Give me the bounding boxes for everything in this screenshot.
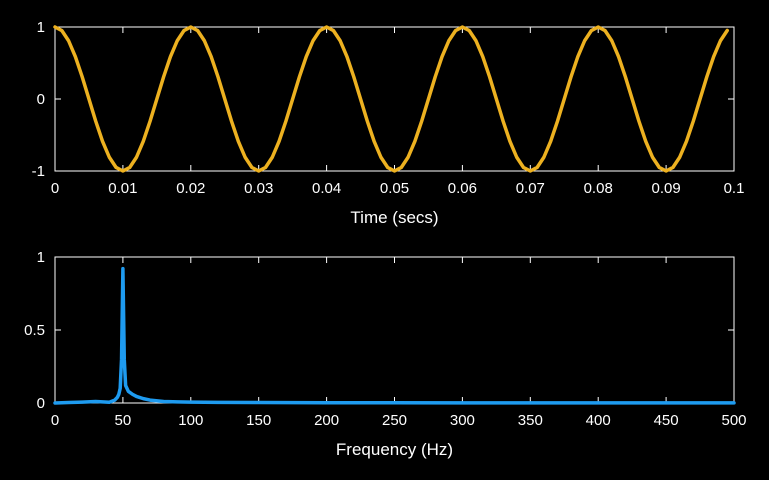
frequency-plot-ytick-label: 1: [37, 249, 45, 266]
frequency-plot-ticks: 0 50 100 150 200 250 300 350 400 450 500 0 0.5 1: [24, 249, 746, 429]
frequency-plot-xtick-label: 100: [178, 412, 203, 429]
time-plot-xtick-label: 0.02: [176, 180, 205, 197]
frequency-plot-ytick-label: 0: [37, 395, 45, 412]
time-plot-xlabel: Time (secs): [350, 208, 438, 227]
frequency-plot-xtick-label: 350: [518, 412, 543, 429]
time-plot-xtick-label: 0.05: [380, 180, 409, 197]
time-plot-ytick-label: 1: [37, 19, 45, 36]
time-plot-xtick-label: 0.06: [448, 180, 477, 197]
time-plot-xtick-label: 0: [51, 180, 59, 197]
time-plot-xtick-label: 0.03: [244, 180, 273, 197]
time-plot-xtick-label: 0.1: [724, 180, 745, 197]
time-plot-xtick-label: 0.09: [651, 180, 680, 197]
frequency-plot-xtick-label: 300: [450, 412, 475, 429]
frequency-plot-ytick-label: 0.5: [24, 322, 45, 339]
frequency-plot-xtick-label: 200: [314, 412, 339, 429]
frequency-plot-xtick-label: 450: [654, 412, 679, 429]
time-plot-xtick-label: 0.08: [584, 180, 613, 197]
frequency-plot-xtick-label: 150: [246, 412, 271, 429]
frequency-plot-xtick-label: 50: [115, 412, 132, 429]
time-plot-xtick-label: 0.04: [312, 180, 341, 197]
time-plot-xtick-label: 0.07: [516, 180, 545, 197]
frequency-plot-frame: [54, 256, 735, 404]
frequency-plot-series-line: [53, 266, 736, 405]
time-plot-ticks: 0 0.01 0.02 0.03 0.04 0.05 0.06 0.07 0.08 0.09 0.1…: [32, 19, 745, 197]
frequency-plot-xtick-label: 500: [721, 412, 746, 429]
time-plot-ytick-label: -1: [32, 163, 45, 180]
time-plot-series-line: [53, 25, 729, 173]
frequency-plot-xtick-label: 250: [382, 412, 407, 429]
time-plot-ytick-label: 0: [37, 91, 45, 108]
time-plot-series: [53, 25, 729, 173]
frequency-plot-xtick-label: 400: [586, 412, 611, 429]
frequency-plot-xlabel: Frequency (Hz): [336, 440, 453, 459]
time-plot-xtick-label: 0.01: [108, 180, 137, 197]
frequency-domain-plot: 0 50 100 150 200 250 300 350 400 450 500 0 0.5 1 Freq…: [24, 249, 746, 459]
frequency-plot-series: [53, 266, 736, 405]
frequency-plot-xtick-label: 0: [51, 412, 59, 429]
time-domain-plot: 0 0.01 0.02 0.03 0.04 0.05 0.06 0.07 0.08 0.09 0.1…: [32, 19, 745, 227]
